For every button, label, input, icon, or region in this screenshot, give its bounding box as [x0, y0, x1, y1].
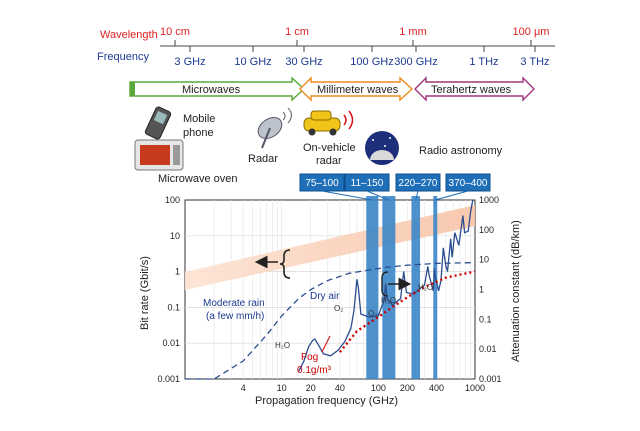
frequency-tick-label: 300 GHz: [394, 56, 437, 68]
astronomy-band-column: [382, 196, 396, 379]
astronomy-band-column: [433, 196, 438, 379]
left-tick-label: 0.1: [167, 302, 180, 312]
right-tick-label: 1000: [479, 195, 499, 205]
vehicle-radar-label: On-vehicle radar: [303, 142, 359, 167]
frequency-tick-label: 10 GHz: [234, 56, 271, 68]
terahertz-band: Terahertz waves: [414, 76, 535, 102]
left-tick-label: 10: [170, 231, 180, 241]
moderate-rain-label: Moderate rain (a few mm/h): [203, 298, 267, 322]
right-axis-title: Attenuation constant (dB/km): [510, 220, 522, 362]
astronomy-band-connector: [366, 190, 390, 201]
right-tick-label: 0.001: [479, 374, 502, 384]
o2-mid-label: O₂: [334, 304, 343, 313]
frequency-tick-label: 3 GHz: [174, 56, 205, 68]
bit-rate-band: [185, 205, 475, 290]
right-axis-arrow: [381, 271, 412, 297]
frequency-scale: 3 GHz 10 GHz 30 GHz 100 GHz 300 GHz 1 THz 3 TH…: [174, 46, 550, 68]
microwaves-band: Microwaves: [129, 76, 306, 102]
wavelength-tick-label: 100 μm: [513, 26, 550, 38]
microwave-oven-label: Microwave oven: [158, 173, 237, 185]
frequency-tick-label: 3 THz: [520, 56, 549, 68]
millimeter-band: Millimeter waves: [299, 76, 414, 102]
x-tick-label: 200: [400, 383, 415, 393]
astronomy-band-label: 11–150: [351, 178, 384, 189]
h2o-mid-label: H₂O: [381, 296, 396, 305]
o2-high-label: O₂: [368, 309, 377, 318]
radar-label: Radar: [248, 153, 278, 165]
x-tick-label: 1000: [465, 383, 485, 393]
x-tick-label: 4: [241, 383, 246, 393]
attenuation-series-line: [185, 261, 476, 380]
vehicle-radar-icon: [303, 110, 354, 136]
x-tick-label: 40: [335, 383, 345, 393]
observatory-icon: [365, 131, 399, 165]
fog-label: Fog 0.1g/m³: [297, 352, 332, 376]
left-tick-label: 0.01: [162, 338, 180, 348]
frequency-tick-label: 100 GHz: [350, 56, 393, 68]
x-axis-title: Propagation frequency (GHz): [255, 395, 398, 407]
attenuation-series-line: [338, 270, 476, 353]
left-tick-label: 0.001: [157, 374, 180, 384]
frequency-tick-label: 30 GHz: [285, 56, 322, 68]
astronomy-band-connector: [321, 190, 373, 201]
wavelength-scale: 10 cm 1 cm 1 mm 100 μm: [160, 26, 549, 46]
mobile-phone-label: Mobile phone: [183, 113, 218, 139]
wavelength-tick-label: 1 cm: [285, 26, 309, 38]
x-tick-label: 100: [371, 383, 386, 393]
right-axis-ticks: 1000 100 10 1 0.1 0.01 0.001: [479, 195, 502, 384]
terahertz-label: Terahertz waves: [431, 84, 512, 96]
astronomy-band-connector: [415, 190, 419, 201]
wavelength-tick-label: 10 cm: [160, 26, 190, 38]
right-tick-label: 100: [479, 225, 494, 235]
microwave-oven-icon: [134, 139, 184, 171]
wavelength-tick-label: 1 mm: [399, 26, 427, 38]
millimeter-label: Millimeter waves: [317, 84, 399, 96]
left-axis-arrow: [254, 249, 291, 279]
radio-astronomy-bands: 75–100 11–150 220–270 370–400: [299, 173, 491, 379]
right-tick-label: 0.01: [479, 344, 497, 354]
frequency-tick-label: 1 THz: [469, 56, 498, 68]
astronomy-band-connector: [434, 190, 469, 201]
astronomy-band-label: 370–400: [449, 178, 488, 189]
dry-air-label: Dry air: [310, 291, 340, 302]
x-axis-ticks: 4 10 20 40 100 200 400 1000: [241, 383, 485, 393]
microwaves-label: Microwaves: [182, 84, 241, 96]
left-tick-label: 100: [165, 195, 180, 205]
frequency-label: Frequency: [97, 51, 149, 63]
x-tick-label: 400: [429, 383, 444, 393]
right-tick-label: 1: [479, 285, 484, 295]
astronomy-band-column: [411, 196, 421, 379]
x-tick-label: 20: [306, 383, 316, 393]
mobile-phone-icon: [144, 106, 172, 140]
astronomy-band-label: 75–100: [305, 178, 339, 189]
x-tick-label: 10: [277, 383, 287, 393]
wavelength-label: Wavelength: [100, 29, 158, 41]
astronomy-band-column: [366, 196, 379, 379]
right-tick-label: 0.1: [479, 314, 492, 324]
radar-dish-icon: [257, 107, 293, 149]
left-tick-label: 1: [175, 267, 180, 277]
fog-pointer: [321, 335, 331, 353]
attenuation-curves: [185, 199, 476, 380]
left-axis-ticks: 100 10 1 0.1 0.01 0.001: [157, 195, 180, 384]
left-axis-title: Bit rate (Gbit/s): [139, 256, 151, 330]
right-tick-label: 10: [479, 255, 489, 265]
h2o-high-label: H₂O: [418, 283, 433, 292]
h2o-low-label: H₂O: [275, 341, 290, 350]
attenuation-series-line: [298, 199, 474, 372]
radio-astronomy-label: Radio astronomy: [419, 145, 503, 157]
astronomy-band-label: 220–270: [399, 178, 438, 189]
